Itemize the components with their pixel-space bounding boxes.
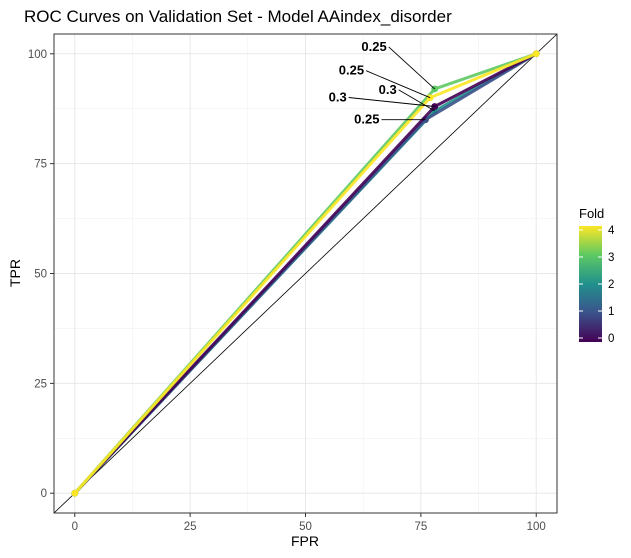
threshold-leader-line <box>365 70 431 99</box>
legend-title: Fold <box>579 206 604 221</box>
annotation-layer: 0.250.250.30.30.25 <box>329 39 436 127</box>
legend-tick-label: 1 <box>608 306 614 318</box>
x-tick-label: 100 <box>527 521 546 533</box>
plot-panel: 0.250.250.30.30.25 <box>53 33 558 514</box>
threshold-label: 0.25 <box>354 112 379 127</box>
x-axis: 0 25 50 75 100 <box>72 513 546 533</box>
x-tick-label: 25 <box>184 521 197 533</box>
legend-tick-label: 4 <box>608 225 615 237</box>
threshold-label: 0.3 <box>329 90 347 105</box>
threshold-label: 0.3 <box>379 82 397 97</box>
legend-tick-label: 0 <box>608 333 614 345</box>
legend: Fold 0 1 2 3 4 <box>579 206 615 345</box>
y-tick-label: 25 <box>34 378 47 390</box>
legend-ticks: 0 1 2 3 4 <box>579 225 615 345</box>
legend-tick-label: 3 <box>608 252 614 264</box>
legend-colorbar <box>579 226 602 342</box>
threshold-leader-line <box>388 46 436 90</box>
legend-tick-label: 2 <box>608 279 614 291</box>
threshold-label: 0.25 <box>339 63 364 78</box>
x-tick-label: 50 <box>299 521 312 533</box>
y-axis: 0 25 50 75 100 <box>28 49 54 500</box>
y-tick-label: 0 <box>41 488 47 500</box>
threshold-leader-line <box>398 89 435 112</box>
reference-diagonal <box>53 33 558 514</box>
threshold-leader-line <box>348 97 435 107</box>
roc-point-fold-4 <box>532 50 540 58</box>
x-tick-label: 0 <box>72 521 78 533</box>
threshold-label: 0.25 <box>361 39 386 54</box>
y-tick-label: 75 <box>34 159 47 171</box>
roc-point-fold-4 <box>71 489 79 497</box>
y-axis-title: TPR <box>7 259 23 287</box>
x-tick-label: 75 <box>414 521 427 533</box>
chart-title: ROC Curves on Validation Set - Model AAi… <box>24 7 452 26</box>
y-tick-label: 50 <box>34 269 47 281</box>
x-axis-title: FPR <box>291 533 319 549</box>
y-tick-label: 100 <box>28 49 47 61</box>
